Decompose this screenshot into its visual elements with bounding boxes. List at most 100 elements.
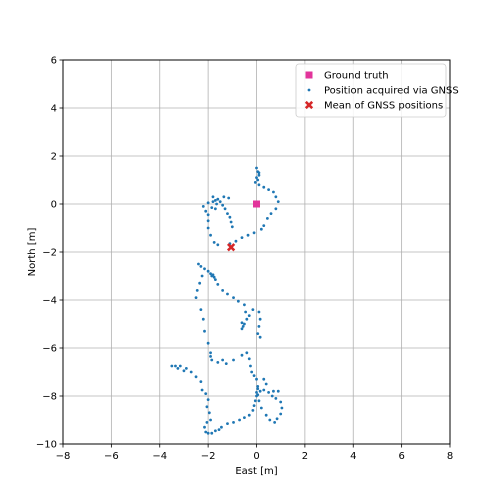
gnss-point <box>258 335 262 339</box>
gnss-point <box>194 375 198 379</box>
gnss-point <box>224 362 228 365</box>
gnss-point <box>247 314 251 317</box>
gnss-point <box>243 416 246 419</box>
gnss-point <box>279 400 283 404</box>
gnss-point <box>240 353 244 357</box>
gnss-point <box>258 317 262 321</box>
gnss-point <box>251 308 255 311</box>
y-tick-label: −4 <box>42 296 57 307</box>
gnss-point <box>236 299 240 303</box>
gnss-point <box>211 273 215 277</box>
gnss-point <box>206 398 210 401</box>
gnss-point <box>200 274 204 278</box>
gnss-point <box>206 226 210 230</box>
gnss-point <box>232 296 235 299</box>
gnss-point <box>216 283 220 286</box>
gnss-point <box>268 418 272 422</box>
y-tick-label: 4 <box>51 104 57 115</box>
gnss-point <box>182 369 186 373</box>
ground-truth-marker <box>253 200 260 208</box>
gnss-point <box>194 296 198 299</box>
gnss-point <box>178 364 182 368</box>
gnss-point <box>243 322 246 326</box>
legend-label: Ground truth <box>324 71 389 82</box>
gnss-point <box>213 278 217 281</box>
gnss-point <box>232 421 235 424</box>
gnss-point <box>255 377 258 381</box>
gnss-mean-marker <box>226 243 236 252</box>
gnss-point <box>272 389 275 393</box>
y-tick-label: −8 <box>42 392 57 403</box>
gnss-point <box>216 243 220 247</box>
gnss-point <box>210 358 214 362</box>
gnss-point <box>256 178 260 182</box>
gnss-point <box>279 412 283 416</box>
gnss-point <box>212 275 216 279</box>
gnss-point <box>211 195 215 199</box>
gnss-point <box>170 364 174 368</box>
y-axis-label: North [m] <box>27 228 38 277</box>
gnss-point <box>223 207 227 211</box>
gnss-point <box>226 212 229 216</box>
gnss-point <box>209 272 212 275</box>
gnss-point <box>203 425 206 429</box>
x-tick-label: 4 <box>350 451 356 462</box>
gnss-point <box>253 399 257 403</box>
gnss-point <box>198 281 202 285</box>
gnss-point <box>274 195 278 199</box>
gnss-point <box>240 321 244 325</box>
gnss-point <box>201 317 205 321</box>
y-tick-label: 0 <box>51 200 57 211</box>
gnss-point <box>234 239 238 243</box>
gnss-point <box>199 265 203 268</box>
gnss-point <box>203 267 206 271</box>
gnss-point <box>189 370 193 374</box>
legend-ground-truth-marker <box>305 71 313 79</box>
plot-frame <box>62 59 451 445</box>
gnss-point <box>213 199 217 202</box>
gnss-point <box>205 405 209 409</box>
gnss-point <box>209 351 212 355</box>
gnss-point <box>197 262 200 266</box>
gnss-point <box>206 269 210 273</box>
gnss-point <box>205 421 209 424</box>
gnss-point <box>206 431 210 435</box>
gnss-point <box>217 428 221 431</box>
x-tick-label: −6 <box>104 451 119 462</box>
y-tick-label: −2 <box>42 248 57 259</box>
gnss-point <box>206 201 210 205</box>
gnss-point <box>210 206 214 210</box>
gnss-point <box>273 421 277 424</box>
gnss-point <box>240 236 244 240</box>
gnss-point <box>215 202 218 206</box>
gnss-point <box>262 377 266 381</box>
x-tick-label: 8 <box>447 451 453 462</box>
x-tick-label: 2 <box>302 451 308 462</box>
gnss-point <box>204 430 208 434</box>
gnss-point <box>245 317 249 321</box>
gnss-point <box>258 389 262 393</box>
gnss-point <box>276 200 280 204</box>
gnss-point <box>174 364 177 368</box>
gnss-point <box>264 413 268 417</box>
gnss-point <box>255 176 258 180</box>
gnss-point <box>226 422 229 425</box>
gnss-point <box>256 332 260 335</box>
gnss-point <box>250 370 254 374</box>
gnss-point <box>211 200 215 204</box>
gnss-point <box>272 190 275 194</box>
gnss-point <box>240 327 244 331</box>
gnss-point <box>255 391 258 394</box>
x-tick-label: −2 <box>201 451 216 462</box>
y-tick-label: −10 <box>36 440 57 451</box>
legend: Ground truth Position acquired via GNSS Me… <box>295 63 459 118</box>
gnss-point <box>230 225 234 229</box>
gnss-point <box>252 231 256 235</box>
gnss-point <box>213 429 217 433</box>
gnss-point <box>216 361 220 364</box>
gnss-point <box>221 203 225 207</box>
gnss-point <box>253 181 257 184</box>
gnss-point <box>241 325 245 328</box>
gnss-point <box>209 233 212 237</box>
